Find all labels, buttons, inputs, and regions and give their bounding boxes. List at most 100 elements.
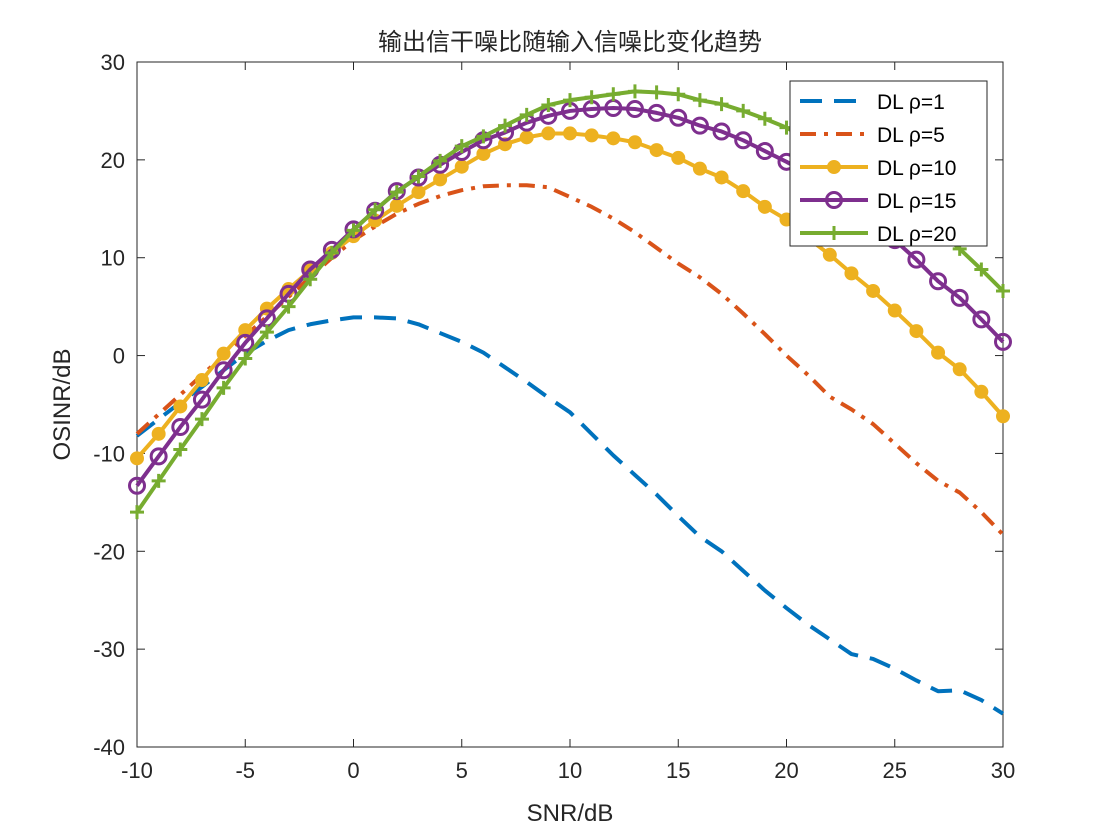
legend-entry-1: DL ρ=1 bbox=[800, 91, 945, 114]
x-tick-label: 25 bbox=[883, 758, 907, 783]
x-tick-label: 5 bbox=[456, 758, 468, 783]
series-3-point bbox=[519, 130, 534, 145]
series-5-point bbox=[671, 87, 686, 102]
series-5-point bbox=[281, 299, 296, 314]
series-5-point bbox=[736, 103, 751, 118]
series-3-point bbox=[584, 128, 599, 143]
series-3-point bbox=[649, 143, 664, 158]
series-5-point bbox=[194, 412, 209, 427]
series-3-point bbox=[627, 135, 642, 150]
series-5-point bbox=[649, 85, 664, 100]
series-5-point bbox=[303, 272, 318, 287]
x-tick-label: 0 bbox=[347, 758, 359, 783]
legend-entry-5-point bbox=[827, 226, 841, 240]
series-5-point bbox=[714, 97, 729, 112]
y-tick-label: -40 bbox=[93, 735, 125, 760]
y-tick-label: -10 bbox=[93, 441, 125, 466]
y-tick-label: -20 bbox=[93, 539, 125, 564]
series-5-point bbox=[346, 223, 361, 238]
series-3-point bbox=[974, 384, 989, 399]
series-3-point bbox=[216, 346, 231, 361]
series-5-point bbox=[130, 505, 144, 520]
series-1 bbox=[135, 315, 1005, 716]
series-4-point bbox=[171, 418, 190, 437]
legend-entry-2-label: DL ρ=5 bbox=[877, 124, 945, 147]
series-4-point bbox=[128, 476, 146, 495]
series-3-point bbox=[173, 399, 188, 414]
series-5-point bbox=[324, 245, 339, 260]
series-3-point bbox=[563, 126, 577, 141]
legend: DL ρ=1 DL ρ=5 DL ρ=10 DL ρ=15 DL ρ=20 bbox=[789, 80, 988, 247]
legend-entry-4: DL ρ=15 bbox=[800, 190, 956, 213]
series-5-point bbox=[974, 262, 989, 277]
y-tick-label: 10 bbox=[101, 246, 125, 271]
series-4-point bbox=[236, 333, 255, 352]
series-5-point bbox=[996, 283, 1010, 298]
series-4-point bbox=[929, 272, 948, 291]
series-4-point bbox=[950, 288, 969, 307]
legend-entry-3: DL ρ=10 bbox=[800, 157, 956, 180]
legend-entry-5-label: DL ρ=20 bbox=[877, 223, 956, 246]
axes: -10 -5 0 5 10 15 20 25 30 -40 -30 -20 -10 0 10 20 30 bbox=[93, 50, 1015, 783]
series-4-point bbox=[669, 108, 688, 127]
series-3-point bbox=[498, 137, 513, 152]
x-axis-title: SNR/dB bbox=[527, 800, 614, 827]
y-tick-label: -30 bbox=[93, 637, 125, 662]
series-5-point bbox=[519, 107, 534, 122]
series-3-point bbox=[671, 150, 686, 165]
series-5-point bbox=[411, 169, 426, 184]
series-3-point bbox=[389, 198, 404, 213]
series-5-point bbox=[627, 84, 642, 99]
series-3-point bbox=[822, 247, 837, 262]
series-5-point bbox=[606, 87, 621, 102]
series-5-point bbox=[541, 98, 556, 113]
series-3-point bbox=[130, 451, 144, 466]
series-5-point bbox=[692, 93, 707, 108]
series-5-point bbox=[259, 325, 274, 340]
x-tick-label: 15 bbox=[666, 758, 690, 783]
series-4-point bbox=[994, 332, 1012, 351]
series-5-point bbox=[498, 118, 513, 133]
series-5-point bbox=[389, 185, 404, 200]
series-3-point bbox=[736, 184, 751, 199]
series-3-point bbox=[714, 170, 729, 185]
series-5-point bbox=[216, 380, 231, 395]
series-4-point bbox=[647, 103, 666, 122]
series-4-point bbox=[625, 99, 644, 118]
series-3-point bbox=[411, 185, 426, 200]
series-3-point bbox=[887, 303, 902, 318]
series-3-point bbox=[476, 146, 491, 161]
series-3-point bbox=[454, 159, 469, 174]
series-3-point bbox=[692, 161, 707, 176]
series-3-point bbox=[151, 426, 166, 441]
series-3-point bbox=[866, 283, 881, 298]
x-tick-label: 30 bbox=[991, 758, 1015, 783]
x-tick-label: -5 bbox=[235, 758, 255, 783]
legend-entry-3-point bbox=[827, 160, 841, 174]
x-tick-label: 10 bbox=[558, 758, 582, 783]
x-tick-label: -10 bbox=[121, 758, 153, 783]
legend-entry-5: DL ρ=20 bbox=[800, 223, 956, 246]
series-5-point bbox=[454, 139, 469, 154]
series-4-point bbox=[755, 142, 774, 161]
y-tick-label: 0 bbox=[113, 344, 125, 369]
y-axis-title: OSINR/dB bbox=[49, 348, 76, 460]
series-3-point bbox=[952, 362, 967, 377]
series-4-point bbox=[734, 131, 753, 150]
series-5-point bbox=[433, 153, 448, 168]
series-4-point bbox=[712, 122, 731, 141]
series-5-point bbox=[584, 90, 599, 105]
x-tick-label: 20 bbox=[774, 758, 798, 783]
series-3-point bbox=[931, 345, 946, 360]
series-5-point bbox=[173, 442, 188, 457]
series-4-point bbox=[192, 390, 211, 409]
series-3-point bbox=[757, 199, 772, 214]
series-4-point bbox=[149, 447, 168, 466]
series-5-point bbox=[238, 351, 253, 366]
series-3-point bbox=[194, 373, 209, 388]
legend-entry-1-label: DL ρ=1 bbox=[877, 91, 945, 114]
legend-entry-3-label: DL ρ=10 bbox=[877, 157, 956, 180]
series-4-point bbox=[690, 116, 709, 135]
series-3-point bbox=[606, 131, 621, 146]
legend-entry-4-point bbox=[825, 191, 843, 209]
